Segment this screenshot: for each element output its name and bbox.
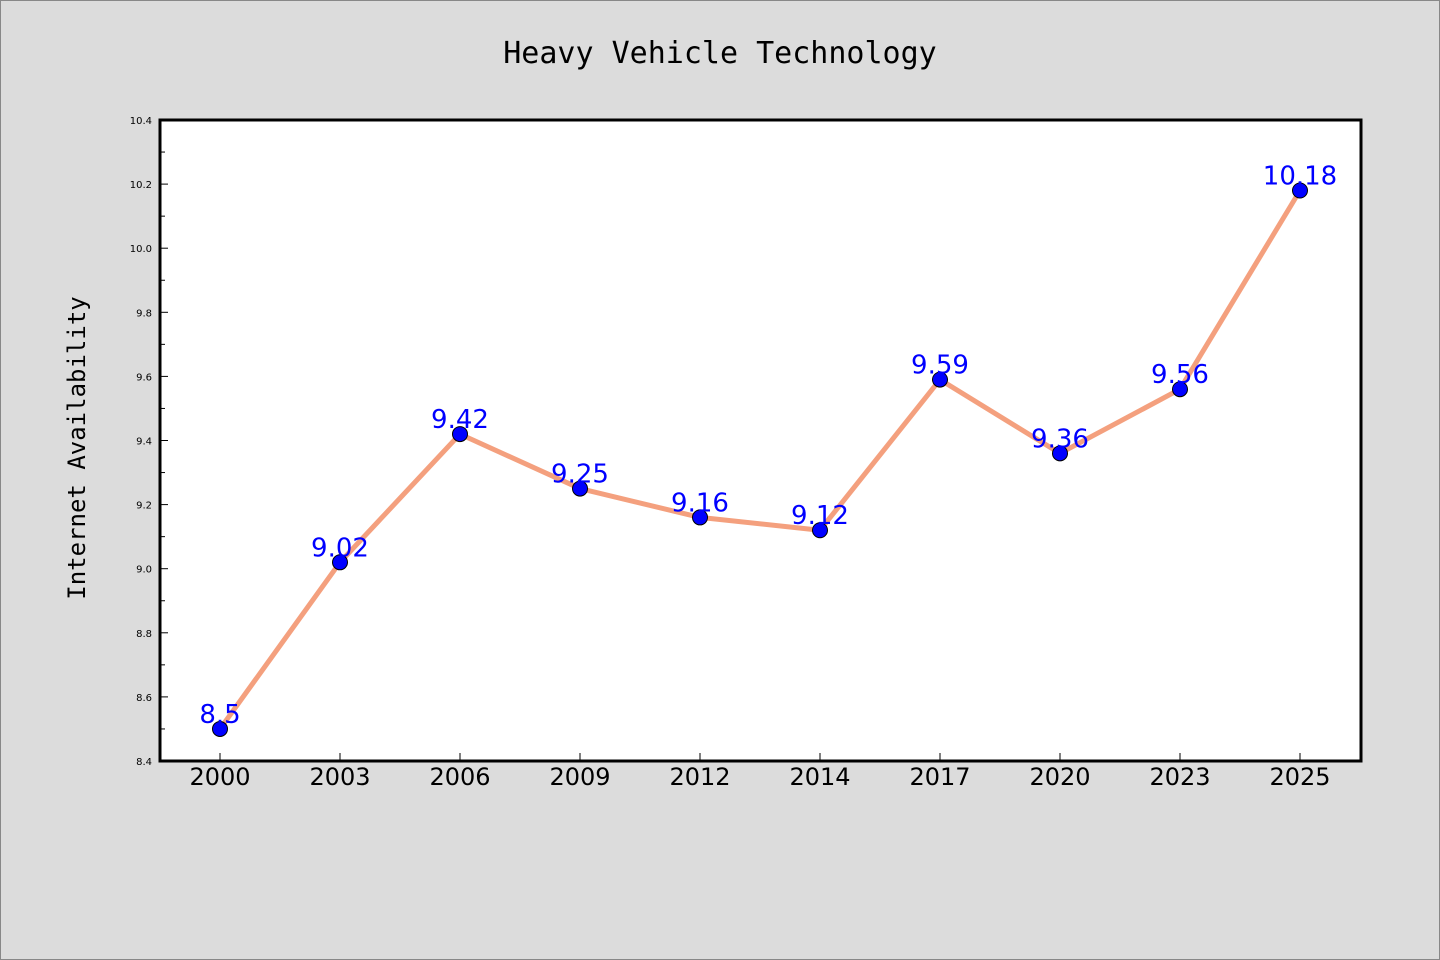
x-tick-label: 2012 (669, 763, 730, 791)
y-tick-label: 8.6 (136, 693, 152, 704)
y-tick-label: 8.8 (136, 629, 152, 640)
x-tick-label: 2020 (1029, 763, 1090, 791)
data-point (572, 480, 588, 497)
y-tick-label: 10.4 (130, 116, 152, 127)
data-label: 8.5 (199, 700, 240, 730)
data-point (1172, 381, 1188, 398)
y-tick-label: 8.4 (136, 757, 152, 768)
y-tick-label: 9.6 (136, 372, 152, 383)
x-tick-label: 2000 (189, 763, 250, 791)
data-point (1052, 445, 1068, 462)
data-label: 9.16 (671, 488, 729, 518)
data-point (332, 554, 348, 571)
y-axis-label: Internet Availability (63, 296, 91, 599)
y-tick-label: 9.0 (136, 565, 152, 576)
x-tick-label: 2009 (549, 763, 610, 791)
chart-title: Heavy Vehicle Technology (503, 36, 936, 71)
data-point (1292, 182, 1308, 199)
x-tick-label: 2014 (789, 763, 850, 791)
y-tick-label: 10.2 (130, 180, 152, 191)
y-tick-label: 9.4 (136, 437, 152, 448)
data-label: 9.12 (791, 501, 849, 531)
y-tick-label: 9.2 (136, 501, 152, 512)
data-label: 9.36 (1031, 424, 1089, 454)
plot-area (158, 118, 1363, 763)
series-line (217, 189, 1303, 731)
y-tick-label: 10.0 (130, 244, 152, 255)
data-label: 9.02 (311, 533, 369, 563)
y-tick-label: 9.8 (136, 308, 152, 319)
data-point (452, 426, 468, 443)
x-tick-label: 2006 (429, 763, 490, 791)
data-point (692, 509, 708, 526)
y-axis: 8.4 8.6 8.8 9.0 9.2 9.4 9.6 9.8 10.0 10.2 10.4 (130, 116, 168, 768)
data-point (812, 522, 828, 539)
data-label: 9.56 (1151, 360, 1209, 390)
x-tick-label: 2025 (1269, 763, 1330, 791)
data-point (932, 371, 948, 388)
x-axis: 2000 2003 2006 2009 2012 2014 2017 2020 2023 2025 (189, 753, 1331, 791)
series-group: 8.5 9.02 9.42 9.25 9.16 9.12 9.59 9.36 9.56 10.18 (199, 162, 1337, 737)
data-point (212, 720, 228, 737)
x-tick-label: 2017 (909, 763, 970, 791)
x-tick-label: 2023 (1149, 763, 1210, 791)
x-tick-label: 2003 (309, 763, 370, 791)
data-label: 9.59 (911, 351, 969, 381)
data-label: 9.42 (431, 405, 489, 435)
data-label: 9.25 (551, 460, 609, 490)
data-label: 10.18 (1263, 162, 1337, 192)
